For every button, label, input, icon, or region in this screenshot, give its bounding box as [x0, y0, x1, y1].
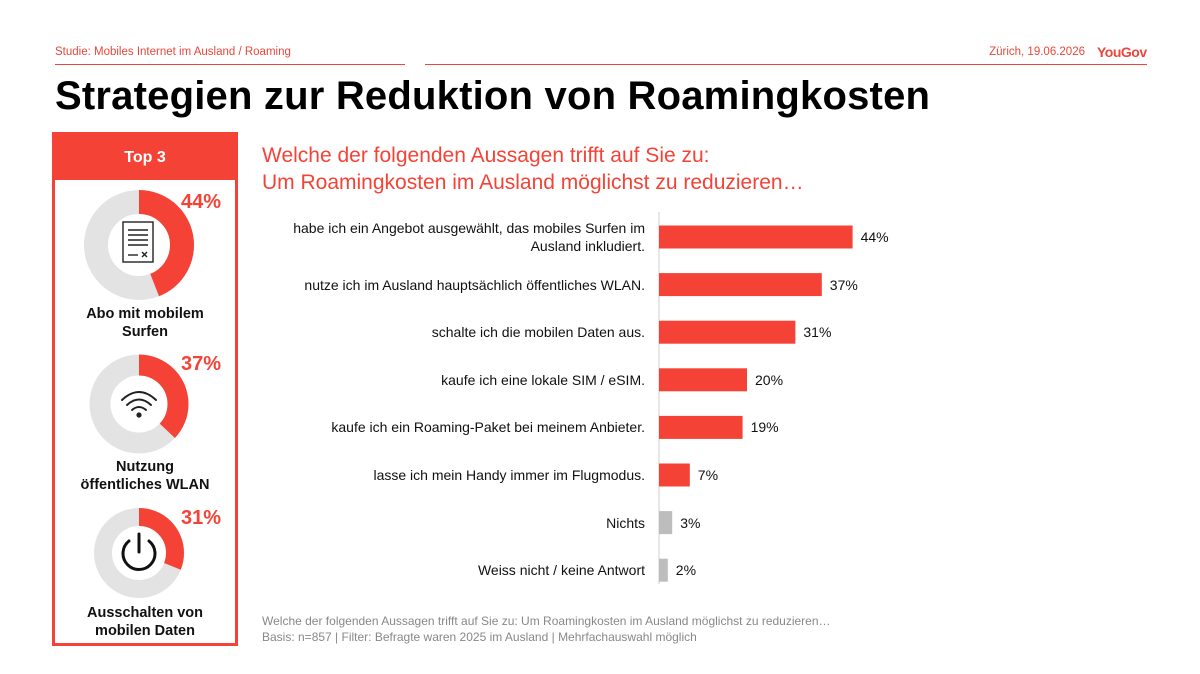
donut-chart-1: [84, 190, 194, 300]
report-date: Zürich, 19.06.2026: [989, 46, 1085, 58]
top3-label: Ausschalten von mobilen Daten: [86, 605, 204, 639]
top3-value: 44%: [181, 191, 222, 213]
bar: [659, 273, 822, 297]
category-label: schalte ich die mobilen Daten aus.: [431, 324, 645, 341]
question-line-1: Welche der folgenden Aussagen trifft auf…: [262, 144, 710, 167]
bar: [659, 415, 743, 439]
header-rule-right: [425, 64, 1147, 65]
category-label: habe ich ein Angebot ausgewählt, das mob…: [293, 220, 645, 254]
data-label: 20%: [755, 371, 784, 388]
bar: [659, 225, 853, 249]
data-label: 7%: [697, 467, 719, 483]
data-label: 44%: [860, 229, 889, 245]
category-label: Weiss nicht / keine Antwort: [477, 562, 645, 579]
footnote: Welche der folgenden Aussagen trifft auf…: [262, 613, 831, 645]
contract-document-icon: [122, 221, 154, 263]
category-label: lasse ich mein Handy immer im Flugmodus.: [373, 467, 645, 483]
top3-value: 31%: [181, 507, 222, 529]
footnote-basis: Basis: n=857 | Filter: Befragte waren 20…: [262, 630, 697, 644]
page-title: Strategien zur Reduktion von Roamingkost…: [55, 74, 931, 118]
donut-chart-2: [89, 354, 189, 454]
top3-label: Abo mit mobilem Surfen: [86, 306, 204, 340]
bar: [659, 511, 673, 535]
category-label: kaufe ich ein Roaming-Paket bei meinem A…: [331, 419, 645, 436]
top3-panel: Top 3 44% Abo mit mobilem Surfen 37% Nut…: [52, 132, 238, 646]
donut-arc: [89, 354, 189, 454]
bar: [659, 368, 747, 392]
donut-arc: [84, 190, 194, 300]
data-label: 37%: [829, 276, 858, 293]
donut-arc: [94, 508, 184, 598]
top3-label: Nutzung öffentliches WLAN: [80, 459, 210, 493]
donut-chart-3: [94, 508, 184, 598]
bar: [659, 558, 668, 582]
study-title: Studie: Mobiles Internet im Ausland / Ro…: [55, 46, 291, 58]
bar: [659, 320, 796, 344]
category-label: nutze ich im Ausland hauptsächlich öffen…: [304, 276, 645, 293]
bar: [659, 463, 690, 487]
category-label: kaufe ich eine lokale SIM / eSIM.: [441, 371, 645, 388]
power-icon: [121, 532, 157, 571]
data-label: 3%: [680, 514, 701, 531]
chart-question: Welche der folgenden Aussagen trifft auf…: [262, 142, 804, 196]
brand-logo: YouGov: [1097, 44, 1147, 60]
header-rule-left: [55, 64, 405, 65]
category-label: Nichts: [606, 514, 645, 531]
top3-heading: Top 3: [55, 135, 235, 180]
footnote-question: Welche der folgenden Aussagen trifft auf…: [262, 614, 831, 628]
data-label: 31%: [803, 324, 832, 341]
top3-value: 37%: [181, 353, 222, 375]
data-label: 2%: [675, 562, 697, 579]
wifi-icon: [121, 391, 157, 418]
data-label: 19%: [750, 419, 779, 436]
question-line-2: Um Roamingkosten im Ausland möglichst zu…: [262, 171, 804, 194]
